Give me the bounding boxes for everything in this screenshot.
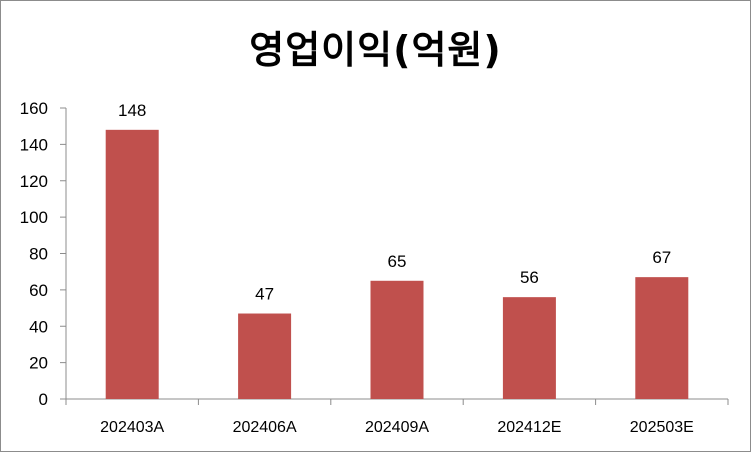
- bar: [238, 313, 292, 399]
- y-tick-label: 80: [29, 245, 48, 264]
- chart-title: 영업이익(억원): [249, 28, 502, 72]
- data-label: 65: [388, 252, 407, 271]
- x-tick-label: 202503E: [630, 419, 694, 436]
- data-label: 47: [255, 285, 274, 304]
- bar: [370, 280, 424, 399]
- y-tick-label: 20: [29, 354, 48, 373]
- x-tick-label: 202409A: [365, 419, 429, 436]
- y-tick-label: 40: [29, 317, 48, 336]
- data-label: 67: [652, 248, 671, 267]
- x-tick-label: 202403A: [100, 419, 164, 436]
- y-tick-label: 0: [39, 390, 48, 409]
- y-tick-label: 160: [20, 99, 48, 118]
- x-tick-label: 202412E: [497, 419, 561, 436]
- y-tick-label: 60: [29, 281, 48, 300]
- y-tick-label: 140: [20, 135, 48, 154]
- bar: [502, 297, 556, 399]
- bar: [105, 129, 159, 399]
- y-tick-label: 100: [20, 208, 48, 227]
- y-tick-label: 120: [20, 172, 48, 191]
- data-label: 56: [520, 268, 539, 287]
- data-label: 148: [118, 101, 146, 120]
- bar: [635, 277, 689, 399]
- x-tick-label: 202406A: [233, 419, 297, 436]
